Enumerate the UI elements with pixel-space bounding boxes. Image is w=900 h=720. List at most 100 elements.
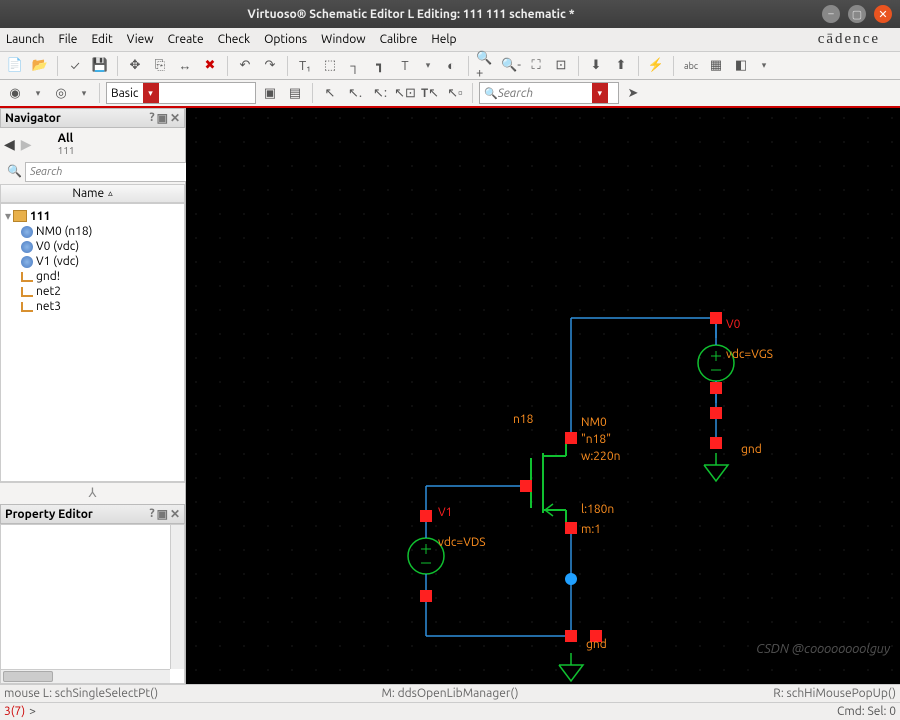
workspace-combo[interactable]: Basic▾ — [106, 82, 256, 104]
tree-item[interactable]: net3 — [3, 299, 182, 314]
return-icon[interactable]: ⬆ — [610, 55, 632, 77]
cursor3-icon[interactable]: ↖: — [369, 82, 391, 104]
hierarchy-selector[interactable]: ⅄ — [0, 482, 185, 504]
v-scrollbar[interactable] — [170, 525, 184, 669]
copy-icon[interactable]: ⎘ — [149, 55, 171, 77]
tree-item[interactable]: net2 — [3, 284, 182, 299]
cursor2-icon[interactable]: ↖. — [344, 82, 366, 104]
wire-icon[interactable]: ┐ — [344, 55, 366, 77]
menu-launch[interactable]: Launch — [6, 33, 44, 46]
minimize-button[interactable]: – — [822, 5, 840, 23]
sel-filter-icon[interactable]: ◉ — [4, 82, 26, 104]
schematic-canvas[interactable]: V0vdc=VGSgndn18NM0"n18"w:220nl:180nm:1V1… — [186, 108, 900, 684]
stretch-icon[interactable]: ↔ — [174, 55, 196, 77]
svg-text:m:1: m:1 — [581, 523, 601, 536]
status-count: 3(7) — [4, 705, 25, 718]
undock-icon[interactable]: ▣ — [157, 507, 168, 521]
status-bar-mouse: mouse L: schSingleSelectPt() M: ddsOpenL… — [0, 684, 900, 702]
sel-mode-icon[interactable]: ◎ — [50, 82, 72, 104]
filter-label[interactable]: All — [58, 132, 75, 145]
window-titlebar: Virtuoso® Schematic Editor L Editing: 11… — [0, 0, 900, 28]
svg-text:vdc=VGS: vdc=VGS — [726, 348, 773, 361]
menu-options[interactable]: Options — [264, 33, 307, 46]
svg-text:w:220n: w:220n — [581, 450, 620, 463]
undock-icon[interactable]: ▣ — [157, 111, 168, 125]
name-column-header[interactable]: Name ▵ — [0, 184, 185, 203]
zoom-out-icon[interactable]: 🔍- — [500, 55, 522, 77]
nav-fwd-icon[interactable]: ▶ — [21, 136, 32, 153]
descend-icon[interactable]: ⬇ — [585, 55, 607, 77]
abc-icon[interactable]: abc — [680, 55, 702, 77]
zoom-fit-icon[interactable]: ⛶ — [525, 55, 547, 77]
cursor-t-icon[interactable]: T↖ — [419, 82, 441, 104]
search-input[interactable] — [498, 87, 588, 100]
svg-text:n18: n18 — [513, 413, 534, 426]
menubar: Launch File Edit View Create Check Optio… — [0, 28, 900, 52]
search-go-icon[interactable]: ➤ — [622, 82, 644, 104]
help-icon[interactable]: ? — [149, 111, 154, 125]
navigator-header: Navigator ?▣✕ — [0, 108, 185, 128]
misc1-icon[interactable]: ▦ — [705, 55, 727, 77]
misc2-icon[interactable]: ◧ — [730, 55, 752, 77]
tree-item[interactable]: V1 (vdc) — [3, 254, 182, 269]
cursor-icon[interactable]: ↖ — [319, 82, 341, 104]
h-scrollbar[interactable] — [1, 669, 170, 683]
filter-context: 111 — [58, 145, 75, 156]
panel-close-icon[interactable]: ✕ — [170, 507, 180, 521]
label-icon[interactable]: T — [394, 55, 416, 77]
menu-file[interactable]: File — [58, 33, 77, 46]
menu-calibre[interactable]: Calibre — [380, 33, 418, 46]
open-icon[interactable]: 📂 — [29, 55, 51, 77]
tree-item[interactable]: V0 (vdc) — [3, 239, 182, 254]
move-icon[interactable]: ✥ — [124, 55, 146, 77]
status-bar-cmd: 3(7) > Cmd: Sel: 0 — [0, 702, 900, 720]
menu-window[interactable]: Window — [321, 33, 365, 46]
maximize-button[interactable]: ▢ — [848, 5, 866, 23]
zoom-in-icon[interactable]: 🔍+ — [475, 55, 497, 77]
status-mouse-m: M: ddsOpenLibManager() — [301, 687, 598, 700]
nav-search-input[interactable] — [25, 162, 187, 182]
panel-close-icon[interactable]: ✕ — [170, 111, 180, 125]
ws1-icon[interactable]: ▣ — [259, 82, 281, 104]
sidebar: Navigator ?▣✕ ◀ ▶ All 111 🔍 ▾ Name ▵ ▾ 1… — [0, 108, 186, 684]
check-save-icon[interactable]: ✓ — [64, 55, 86, 77]
cursor4-icon[interactable]: ↖⊡ — [394, 82, 416, 104]
tree-item[interactable]: NM0 (n18) — [3, 224, 182, 239]
status-cmd: Cmd: Sel: 0 — [837, 705, 896, 718]
cursor5-icon[interactable]: ↖▫ — [444, 82, 466, 104]
property-icon[interactable]: T₁ — [294, 55, 316, 77]
pin-icon[interactable]: ◐ — [440, 55, 462, 77]
toolbar-main: 📄 📂 ✓ 💾 ✥ ⎘ ↔ ✖ ↶ ↷ T₁ ⬚ ┐ ┓ T▾ ◐ 🔍+ 🔍- … — [0, 52, 900, 80]
menu-help[interactable]: Help — [431, 33, 456, 46]
instance-icon[interactable]: ⬚ — [319, 55, 341, 77]
delete-icon[interactable]: ✖ — [199, 55, 221, 77]
svg-text:NM0: NM0 — [581, 416, 607, 429]
new-icon[interactable]: 📄 — [4, 55, 26, 77]
ws2-icon[interactable]: ▤ — [284, 82, 306, 104]
menu-edit[interactable]: Edit — [91, 33, 112, 46]
menu-create[interactable]: Create — [168, 33, 204, 46]
net-icon[interactable]: ⚡ — [645, 55, 667, 77]
svg-text:"n18": "n18" — [581, 433, 611, 446]
toolbar-secondary: ◉▾ ◎▾ Basic▾ ▣ ▤ ↖ ↖. ↖: ↖⊡ T↖ ↖▫ 🔍 ▾ ➤ — [0, 80, 900, 108]
menu-view[interactable]: View — [127, 33, 154, 46]
close-button[interactable]: ✕ — [874, 5, 892, 23]
menu-check[interactable]: Check — [218, 33, 250, 46]
search-combo[interactable]: 🔍 ▾ — [479, 82, 619, 104]
status-prompt: > — [29, 705, 36, 718]
property-editor-header: Property Editor ?▣✕ — [0, 504, 185, 524]
tree-item[interactable]: gnd! — [3, 269, 182, 284]
svg-text:gnd: gnd — [586, 638, 607, 651]
nav-back-icon[interactable]: ◀ — [4, 136, 15, 153]
navigator-tree: ▾ 111 NM0 (n18)V0 (vdc)V1 (vdc)gnd!net2n… — [0, 203, 185, 482]
save-icon[interactable]: 💾 — [89, 55, 111, 77]
zoom-sel-icon[interactable]: ⊡ — [550, 55, 572, 77]
window-title: Virtuoso® Schematic Editor L Editing: 11… — [8, 8, 814, 21]
undo-icon[interactable]: ↶ — [234, 55, 256, 77]
property-editor-body — [0, 524, 185, 684]
help-icon[interactable]: ? — [149, 507, 154, 521]
wide-wire-icon[interactable]: ┓ — [369, 55, 391, 77]
tree-root[interactable]: ▾ 111 — [3, 208, 182, 224]
status-mouse-r: R: schHiMousePopUp() — [599, 687, 896, 700]
redo-icon[interactable]: ↷ — [259, 55, 281, 77]
